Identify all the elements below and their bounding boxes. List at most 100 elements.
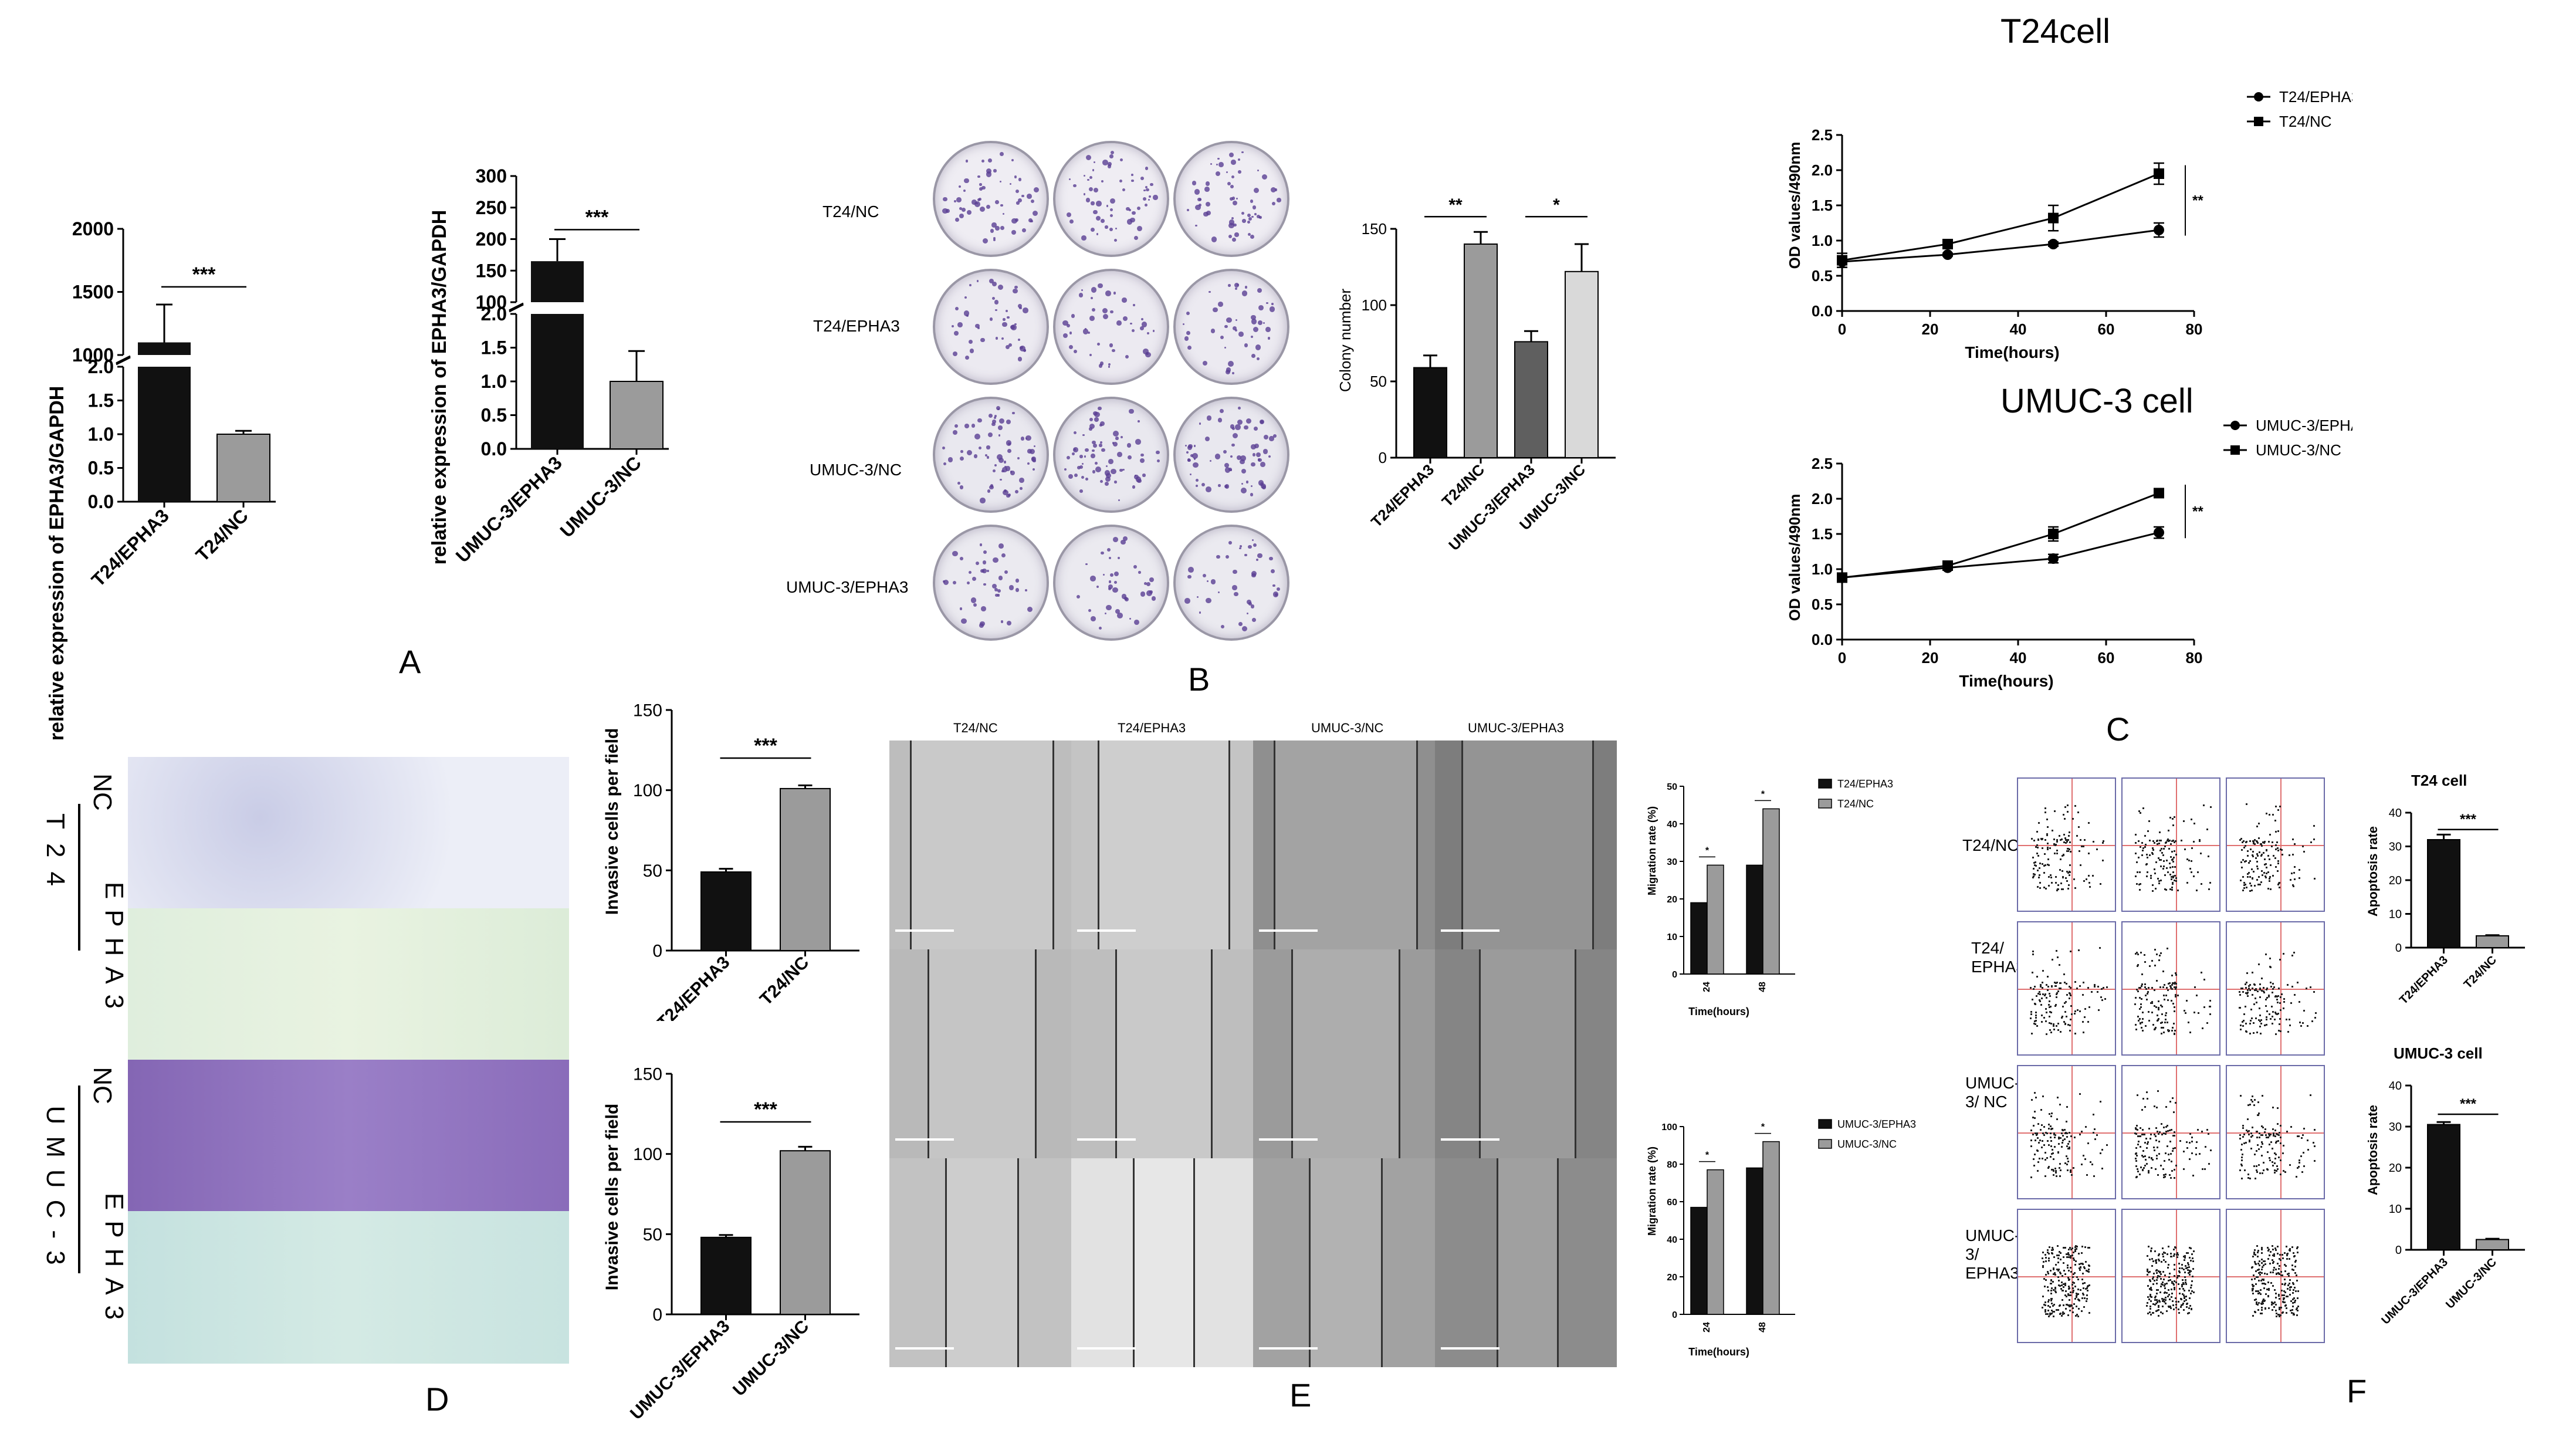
event-dot [2083,1267,2086,1269]
event-dot [2067,871,2069,874]
event-dot [2046,1140,2049,1142]
event-dot [2299,869,2301,871]
colony-dot [966,315,969,317]
bar [1762,1141,1780,1315]
colony-dot [1217,591,1220,594]
event-dot [2036,1170,2039,1172]
event-dot [2166,987,2168,989]
y-tick-label: 50 [1667,782,1677,792]
event-dot [2263,1298,2265,1300]
colony-dot [1234,232,1239,237]
event-dot [2192,1275,2194,1277]
event-dot [2276,1123,2279,1125]
event-dot [2073,1289,2075,1291]
event-dot [2267,871,2270,873]
x-tick-label: 20 [1922,649,1939,667]
event-dot [2084,1158,2086,1160]
event-dot [2155,1155,2158,1157]
colony-dot [1266,302,1268,304]
event-dot [2135,1128,2138,1131]
event-dot [2272,1248,2274,1250]
colony-dot [1085,448,1089,452]
c-title-1: T24cell [2000,12,2110,50]
event-dot [2048,992,2050,995]
colony-dot [1224,463,1230,468]
event-dot [2057,1143,2060,1145]
data-point [1837,572,1847,583]
event-dot [2173,1131,2175,1133]
event-dot [2272,1022,2274,1024]
data-point [2048,212,2059,224]
event-dot [2063,1020,2066,1023]
event-dot [2160,1273,2162,1275]
colony-dot [1235,319,1238,321]
colony-dot [1232,372,1235,375]
colony-dot [1228,219,1235,226]
event-dot [2081,1164,2083,1166]
colony-dot [997,589,1001,593]
colony-dot [1000,225,1005,230]
event-dot [2171,984,2173,986]
colony-dot [990,229,994,233]
colony-dot [1209,459,1212,462]
colony-dot [1006,420,1011,425]
event-dot [2270,1281,2273,1284]
colony-dot [1000,204,1003,207]
event-dot [2033,839,2036,841]
event-dot [2289,1164,2291,1166]
event-dot [2252,840,2254,842]
event-dot [2157,843,2159,845]
event-dot [2047,989,2049,992]
event-dot [2076,1314,2079,1316]
event-dot [2290,1309,2291,1311]
event-dot [2066,1155,2068,1157]
event-dot [2054,844,2057,847]
event-dot [2167,829,2169,831]
event-dot [2284,1291,2286,1294]
event-dot [2042,993,2044,995]
event-dot [2073,1257,2075,1260]
event-dot [2047,864,2050,867]
event-dot [2188,1307,2191,1309]
event-dot [2047,1003,2050,1006]
event-dot [2144,1105,2146,1108]
event-dot [2269,1159,2272,1161]
event-dot [2044,864,2046,867]
event-dot [2144,961,2146,963]
event-dot [2273,1269,2275,1271]
colony-dot [1206,210,1211,216]
event-dot [2259,1172,2262,1175]
event-dot [2172,982,2174,984]
event-dot [2291,1264,2294,1266]
event-dot [2087,1142,2090,1144]
event-dot [2252,1032,2255,1034]
event-dot [2046,983,2048,986]
event-dot [2160,880,2162,882]
event-dot [2043,994,2046,996]
quadrant-gate [2018,844,2115,846]
event-dot [2165,995,2168,997]
event-dot [2081,1279,2084,1281]
scale-bar [1441,1347,1499,1350]
event-dot [2044,1175,2046,1178]
colony-dot [957,482,961,485]
event-dot [2164,1018,2167,1020]
event-dot [2209,1013,2212,1015]
event-dot [2071,1304,2073,1307]
event-dot [2077,1293,2080,1296]
event-dot [2272,1106,2274,1108]
event-dot [2039,887,2041,890]
event-dot [2261,1279,2263,1281]
event-dot [2039,863,2041,864]
event-dot [2177,1300,2179,1303]
event-dot [2172,1111,2175,1114]
event-dot [2279,1258,2281,1260]
y-tick-label: 80 [1667,1160,1677,1170]
flow-cytometry-plot [2121,1065,2220,1199]
event-dot [2301,1171,2304,1174]
y-tick-label: 0 [652,1306,662,1325]
event-dot [2059,1175,2061,1178]
colony-dot [1250,462,1255,467]
event-dot [2139,812,2141,814]
event-dot [2055,996,2057,999]
